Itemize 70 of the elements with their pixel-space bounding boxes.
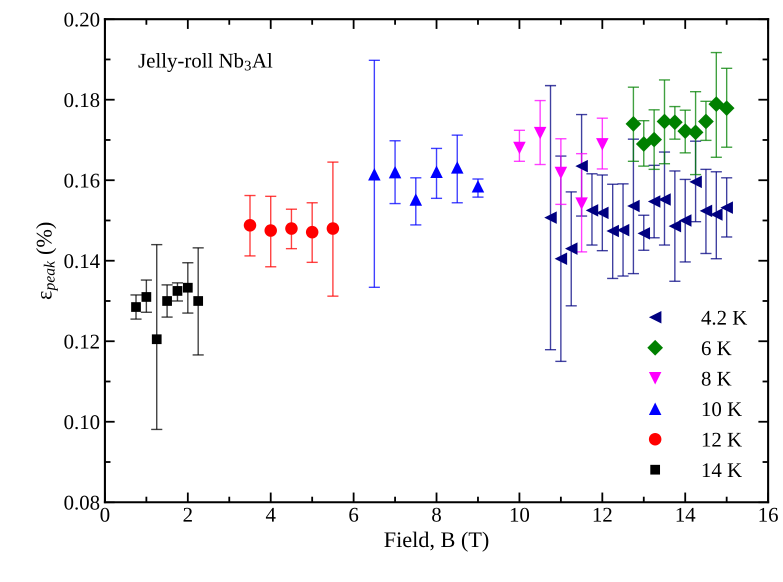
x-axis-title: Field, B (T) (384, 532, 488, 552)
point (667, 114, 683, 130)
point (678, 214, 692, 227)
point (648, 195, 660, 208)
point (606, 224, 619, 238)
y-tick-label: 0.16 (64, 174, 100, 188)
point (172, 286, 182, 296)
x-tick-label: 6 (349, 508, 358, 522)
annotation: Jelly-roll Nb$_{3}$Al (138, 53, 272, 72)
point (152, 334, 162, 344)
point (708, 96, 724, 112)
point (688, 124, 704, 140)
y-axis-title: ε$_{peak}$ (%) (36, 222, 58, 300)
legend-label: 10 K (702, 402, 742, 416)
point (698, 114, 714, 130)
legend-label: 12 K (702, 432, 742, 447)
point (575, 160, 588, 172)
y-tick-label: 0.20 (64, 12, 100, 27)
point (450, 161, 464, 174)
point (586, 204, 598, 217)
point (368, 168, 381, 180)
point (554, 166, 568, 180)
point (646, 132, 662, 148)
y-tick-label: 0.14 (64, 254, 100, 268)
point (306, 226, 318, 238)
point (131, 302, 141, 312)
point (718, 100, 735, 116)
point (636, 136, 652, 152)
point (142, 292, 152, 302)
point (668, 220, 682, 232)
point (689, 176, 702, 188)
y-tick-label: 0.12 (64, 334, 99, 349)
point (638, 227, 650, 240)
legend-label: 6 K (702, 341, 732, 356)
point (596, 138, 609, 151)
point (182, 282, 193, 293)
point (626, 116, 642, 132)
point (544, 211, 557, 224)
point (575, 197, 588, 210)
point (513, 142, 526, 154)
x-tick-label: 12 (594, 508, 612, 522)
x-tick-label: 8 (432, 508, 441, 522)
point (285, 222, 298, 235)
point (430, 166, 443, 178)
legend-label: 4.2 K (701, 310, 748, 325)
y-tick-label: 0.08 (64, 496, 100, 510)
point (700, 204, 712, 218)
point (244, 219, 256, 232)
y-tick-label: 0.10 (64, 415, 100, 430)
x-tick-label: 14 (676, 508, 696, 522)
x-tick-label: 10 (510, 508, 530, 522)
legend-label: 8 K (702, 372, 732, 386)
point (564, 242, 578, 255)
point (326, 222, 340, 235)
point (534, 126, 546, 140)
point (410, 193, 422, 206)
point (472, 180, 484, 193)
x-tick-label: 16 (760, 508, 778, 522)
x-tick-label: 4 (266, 508, 276, 522)
x-tick-label: 2 (184, 508, 192, 522)
point (388, 166, 402, 178)
point (193, 296, 204, 306)
point (162, 296, 172, 306)
point (627, 200, 640, 212)
point (264, 224, 277, 237)
point (720, 201, 733, 214)
y-tick-label: 0.18 (64, 93, 100, 108)
point (554, 252, 568, 265)
legend-label: 14 K (702, 463, 742, 477)
x-tick-label: 0 (100, 508, 110, 522)
